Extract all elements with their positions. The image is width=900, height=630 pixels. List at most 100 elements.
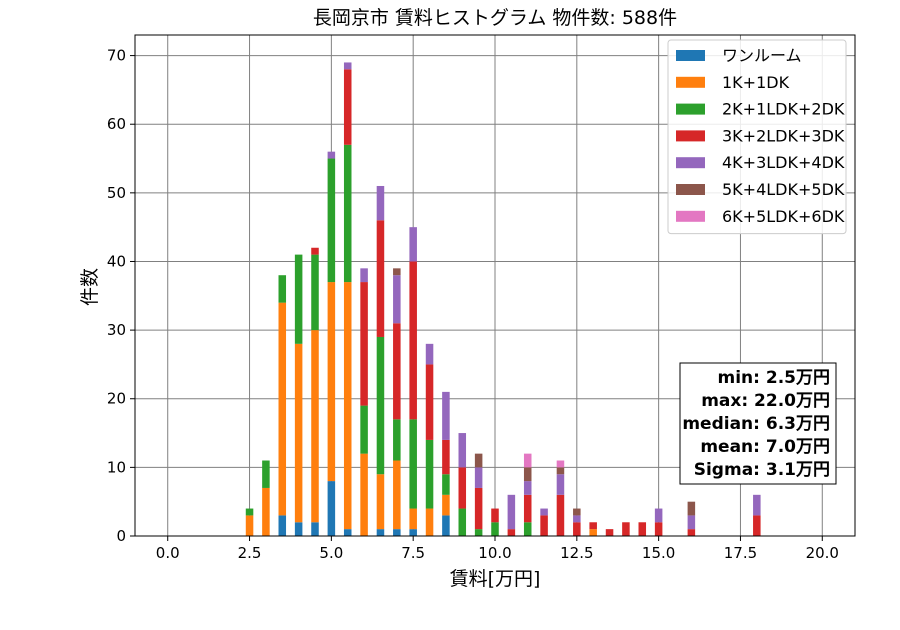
y-tick-label: 20 bbox=[107, 390, 126, 408]
bar-segment-series-3 bbox=[442, 439, 450, 475]
bar-segment-series-1 bbox=[311, 330, 319, 523]
bar-segment-series-5 bbox=[523, 467, 532, 482]
x-axis-label: 賃料[万円] bbox=[450, 568, 541, 590]
bar-segment-series-3 bbox=[687, 529, 696, 536]
x-tick-label: 7.5 bbox=[401, 544, 425, 562]
bar-segment-series-1 bbox=[294, 343, 303, 523]
bar-segment-series-4 bbox=[376, 185, 385, 221]
bar-segment-series-2 bbox=[425, 439, 434, 509]
y-tick-label: 0 bbox=[116, 527, 126, 545]
x-tick-label: 17.5 bbox=[724, 544, 757, 562]
bar-segment-series-0 bbox=[327, 481, 336, 536]
y-axis-ticks: 0 10 20 30 40 50 60 70 bbox=[107, 47, 135, 545]
legend-entry: 2K+1LDK+2DK bbox=[722, 100, 845, 119]
bar-segment-series-1 bbox=[442, 494, 450, 516]
bar-segment-series-0 bbox=[343, 529, 352, 536]
legend-swatch bbox=[676, 76, 705, 88]
bar-segment-series-0 bbox=[376, 529, 385, 536]
bar-segment-series-1 bbox=[262, 487, 270, 536]
bar-segment-series-5 bbox=[573, 508, 581, 516]
bar-segment-series-1 bbox=[376, 474, 385, 530]
x-tick-label: 2.5 bbox=[238, 544, 262, 562]
bar-segment-series-3 bbox=[589, 522, 597, 530]
bar-segment-series-4 bbox=[393, 275, 401, 324]
bar-segment-series-4 bbox=[540, 508, 548, 516]
bar-segment-series-5 bbox=[556, 467, 565, 475]
bar-segment-series-3 bbox=[458, 467, 467, 509]
bar-segment-series-2 bbox=[294, 254, 303, 344]
bar-segment-series-1 bbox=[343, 282, 352, 530]
bar-segment-series-1 bbox=[409, 508, 417, 530]
stats-line: min: 2.5万円 bbox=[718, 368, 830, 388]
x-tick-label: 15.0 bbox=[642, 544, 675, 562]
bar-segment-series-3 bbox=[491, 508, 499, 523]
bar-segment-series-5 bbox=[393, 268, 401, 276]
bar-segment-series-4 bbox=[654, 508, 663, 523]
x-axis-ticks: 0.0 2.5 5.0 7.5 10.0 12.5 15.0 17.5 20.0 bbox=[156, 536, 839, 562]
bar-segment-series-6 bbox=[556, 460, 565, 468]
bar-segment-series-4 bbox=[523, 481, 532, 495]
y-tick-label: 60 bbox=[107, 115, 126, 133]
bar-segment-series-1 bbox=[278, 302, 287, 516]
bar-segment-series-3 bbox=[638, 522, 647, 536]
legend-entry: ワンルーム bbox=[722, 46, 802, 65]
bar-segment-series-0 bbox=[278, 515, 287, 536]
legend-swatch bbox=[676, 184, 705, 195]
bar-segment-series-4 bbox=[507, 494, 516, 530]
bar-segment-series-0 bbox=[294, 522, 303, 536]
bar-segment-series-3 bbox=[409, 261, 417, 420]
bar-segment-series-4 bbox=[556, 474, 565, 495]
bar-segment-series-2 bbox=[491, 522, 499, 536]
bar-segment-series-2 bbox=[474, 529, 483, 536]
bar-segment-series-0 bbox=[393, 529, 401, 536]
bar-segment-series-2 bbox=[262, 460, 270, 488]
bar-segment-series-3 bbox=[654, 522, 663, 536]
stats-line: max: 22.0万円 bbox=[701, 391, 830, 411]
bar-segment-series-0 bbox=[311, 522, 319, 536]
legend-swatch bbox=[676, 210, 705, 222]
bar-segment-series-3 bbox=[376, 220, 385, 337]
x-tick-label: 0.0 bbox=[156, 544, 180, 562]
x-tick-label: 5.0 bbox=[319, 544, 343, 562]
bar-segment-series-2 bbox=[523, 522, 532, 536]
legend-frame bbox=[667, 39, 847, 235]
x-tick-label: 12.5 bbox=[560, 544, 593, 562]
bar-segment-series-4 bbox=[360, 268, 368, 283]
bar-segment-series-3 bbox=[573, 522, 581, 536]
x-tick-label: 20.0 bbox=[806, 544, 839, 562]
bar-segment-series-4 bbox=[343, 62, 352, 70]
bar-segment-series-6 bbox=[523, 453, 532, 468]
bar-segment-series-4 bbox=[687, 515, 696, 530]
y-axis-label: 件数 bbox=[79, 268, 101, 306]
bar-segment-series-2 bbox=[376, 336, 385, 475]
legend-swatch bbox=[676, 103, 705, 115]
y-tick-label: 50 bbox=[107, 184, 126, 202]
bar-segment-series-1 bbox=[589, 529, 597, 536]
bar-segment-series-4 bbox=[573, 515, 581, 523]
y-tick-label: 70 bbox=[107, 47, 126, 65]
bar-segment-series-2 bbox=[278, 275, 287, 303]
bar-segment-series-3 bbox=[311, 247, 319, 255]
bar-segment-series-3 bbox=[343, 69, 352, 145]
stats-line: Sigma: 3.1万円 bbox=[694, 460, 830, 480]
legend-swatch bbox=[676, 50, 705, 61]
stats-box: min: 2.5万円 max: 22.0万円 median: 6.3万円 mean: … bbox=[679, 362, 837, 485]
bar-segment-series-3 bbox=[474, 487, 483, 530]
histogram-bars bbox=[245, 62, 761, 536]
bar-segment-series-2 bbox=[393, 419, 401, 461]
bar-segment-series-2 bbox=[458, 508, 467, 536]
bar-segment-series-4 bbox=[458, 433, 467, 468]
bar-segment-series-4 bbox=[409, 227, 417, 262]
y-tick-label: 10 bbox=[107, 458, 126, 476]
bar-segment-series-4 bbox=[425, 343, 434, 365]
bar-segment-series-3 bbox=[425, 364, 434, 440]
bar-segment-series-2 bbox=[343, 144, 352, 283]
legend-swatch bbox=[676, 157, 705, 169]
legend: ワンルーム 1K+1DK 2K+1LDK+2DK 3K+2LDK+3DK 4K+3LDK… bbox=[667, 39, 847, 235]
bar-segment-series-2 bbox=[327, 158, 336, 283]
bar-segment-series-4 bbox=[753, 494, 761, 516]
stats-box-frame bbox=[679, 362, 837, 485]
bar-segment-series-3 bbox=[360, 282, 368, 406]
grid-lines bbox=[135, 35, 855, 537]
